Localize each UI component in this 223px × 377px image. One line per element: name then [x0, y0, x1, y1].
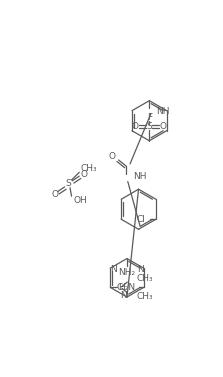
- Text: F: F: [147, 113, 152, 122]
- Text: O: O: [132, 123, 139, 131]
- Text: Cl: Cl: [136, 215, 145, 224]
- Text: OH: OH: [73, 196, 87, 205]
- Text: N: N: [137, 265, 144, 274]
- Text: O: O: [52, 190, 59, 199]
- Text: NH: NH: [133, 172, 147, 181]
- Text: S: S: [66, 179, 71, 188]
- Text: S: S: [147, 123, 152, 131]
- Text: NH₂: NH₂: [118, 268, 136, 277]
- Text: N: N: [110, 265, 117, 274]
- Text: CH₃: CH₃: [81, 164, 97, 173]
- Text: C: C: [116, 283, 123, 292]
- Text: CH₃: CH₃: [136, 274, 153, 283]
- Text: NH: NH: [156, 107, 170, 116]
- Text: CH₃: CH₃: [136, 292, 153, 301]
- Text: O: O: [80, 170, 87, 179]
- Text: H₂N: H₂N: [118, 283, 135, 292]
- Text: O: O: [160, 123, 167, 131]
- Text: N: N: [121, 291, 127, 300]
- Text: O: O: [109, 152, 116, 161]
